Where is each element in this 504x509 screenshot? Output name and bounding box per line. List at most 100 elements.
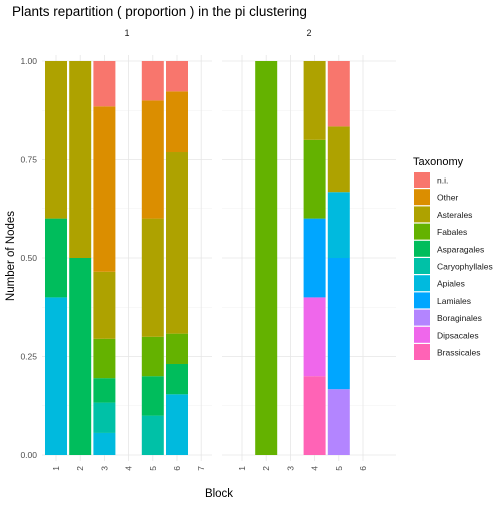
legend-entry: Apiales bbox=[414, 275, 465, 292]
legend-title: Taxonomy bbox=[413, 156, 464, 168]
y-axis-label: Number of Nodes bbox=[5, 211, 17, 301]
x-tick-label: 2 bbox=[75, 466, 85, 471]
legend-entry: Brassicales bbox=[414, 344, 480, 360]
bar-segment-other bbox=[166, 91, 188, 153]
legend-label: Dipsacales bbox=[437, 330, 479, 340]
bar-segment-n-i- bbox=[141, 61, 164, 101]
legend-label: Brassicales bbox=[437, 348, 480, 358]
legend-entry: Dipsacales bbox=[414, 326, 479, 343]
legend-key bbox=[414, 326, 430, 343]
legend-key bbox=[414, 309, 430, 326]
x-tick-label: 6 bbox=[358, 466, 368, 471]
bar-segment-lamiales bbox=[327, 258, 350, 390]
x-tick-label: 5 bbox=[148, 466, 158, 471]
legend-key bbox=[414, 206, 430, 223]
legend-key bbox=[414, 275, 430, 292]
legend-entry: Lamiales bbox=[414, 292, 471, 309]
bar-segment-dipsacales bbox=[303, 297, 326, 377]
bar-segment-fabales bbox=[303, 139, 326, 219]
y-tick-label: 0.50 bbox=[20, 253, 37, 263]
x-tick-label: 3 bbox=[285, 466, 295, 471]
x-tick-label: 5 bbox=[334, 466, 344, 471]
bar-segment-asterales bbox=[141, 218, 164, 337]
bar-segment-apiales bbox=[327, 192, 350, 258]
x-tick-label: 2 bbox=[261, 466, 271, 471]
x-tick-label: 1 bbox=[237, 466, 247, 471]
bar-block-2 bbox=[255, 61, 278, 455]
bar-segment-asterales bbox=[166, 152, 188, 334]
bar-segment-fabales bbox=[141, 336, 164, 377]
bar-segment-apiales bbox=[45, 297, 67, 455]
bar-segment-asparagales bbox=[93, 378, 116, 403]
bar-segment-asterales bbox=[69, 61, 92, 258]
legend-label: n.i. bbox=[437, 176, 448, 186]
bar-segment-boraginales bbox=[327, 389, 350, 455]
legend-label: Other bbox=[437, 193, 458, 203]
bar-segment-n-i- bbox=[93, 61, 116, 107]
legend-label: Caryophyllales bbox=[437, 262, 493, 272]
bar-block-4 bbox=[303, 61, 326, 455]
legend-entry: Boraginales bbox=[414, 309, 482, 326]
bar-segment-asterales bbox=[45, 61, 67, 219]
bar-segment-brassicales bbox=[303, 376, 326, 455]
legend-label: Lamiales bbox=[437, 296, 471, 306]
bar-segment-fabales bbox=[255, 61, 278, 455]
bar-segment-n-i- bbox=[327, 61, 350, 127]
legend-label: Asparagales bbox=[437, 244, 484, 254]
legend-key bbox=[414, 240, 430, 257]
bar-segment-caryophyllales bbox=[141, 415, 164, 455]
y-tick-label: 0.00 bbox=[20, 450, 37, 460]
x-tick-label: 4 bbox=[124, 466, 134, 471]
bar-segment-asterales bbox=[303, 61, 326, 140]
legend-key bbox=[414, 223, 430, 240]
x-tick-label: 1 bbox=[51, 466, 61, 471]
legend-entry: Fabales bbox=[414, 223, 467, 240]
bar-segment-caryophyllales bbox=[93, 402, 116, 433]
legend-key bbox=[414, 258, 430, 274]
bar-block-1 bbox=[45, 61, 67, 455]
bar-segment-lamiales bbox=[303, 218, 326, 298]
bar-segment-fabales bbox=[166, 333, 188, 364]
x-tick-label: 6 bbox=[172, 466, 182, 471]
bar-segment-apiales bbox=[93, 432, 116, 455]
legend-entry: Caryophyllales bbox=[414, 258, 493, 274]
bar-segment-asterales bbox=[327, 126, 350, 193]
bar-segment-asterales bbox=[93, 271, 116, 339]
bar-segment-n-i- bbox=[166, 61, 188, 92]
legend-key bbox=[414, 344, 430, 360]
bar-segment-other bbox=[141, 100, 164, 219]
panel-2: 2 1 2 3 4 5 6 bbox=[222, 28, 396, 471]
bar-segment-asparagales bbox=[69, 258, 92, 455]
legend-label: Fabales bbox=[437, 227, 467, 237]
x-axis-label: Block bbox=[205, 488, 233, 500]
legend-label: Apiales bbox=[437, 279, 465, 289]
x-tick-label: 4 bbox=[310, 466, 320, 471]
bar-segment-asparagales bbox=[141, 376, 164, 416]
x-tick-label: 3 bbox=[99, 466, 109, 471]
legend-entry: n.i. bbox=[414, 172, 448, 188]
panel-1: 1 1 2 3 4 5 6 7 bbox=[42, 28, 212, 471]
y-tick-label: 1.00 bbox=[20, 56, 37, 66]
y-tick-label: 0.25 bbox=[20, 352, 37, 362]
legend-entry: Asparagales bbox=[414, 240, 484, 257]
bar-block-6 bbox=[166, 61, 188, 455]
bar-segment-asparagales bbox=[166, 363, 188, 395]
bar-block-3 bbox=[93, 61, 116, 455]
facet-strip-label: 1 bbox=[124, 28, 129, 38]
bar-segment-asparagales bbox=[45, 218, 67, 298]
x-tick-label: 7 bbox=[196, 466, 206, 471]
bar-segment-apiales bbox=[166, 394, 188, 455]
legend-label: Boraginales bbox=[437, 313, 482, 323]
bar-block-5 bbox=[141, 61, 164, 455]
bar-block-5 bbox=[327, 61, 350, 455]
chart-title: Plants repartition ( proportion ) in the… bbox=[12, 4, 307, 19]
y-tick-label: 0.75 bbox=[20, 155, 37, 165]
legend-label: Asterales bbox=[437, 210, 472, 220]
legend-key bbox=[414, 172, 430, 188]
legend-key bbox=[414, 189, 430, 206]
legend-entry: Other bbox=[414, 189, 458, 206]
legend-key bbox=[414, 292, 430, 309]
facet-strip-label: 2 bbox=[306, 28, 311, 38]
